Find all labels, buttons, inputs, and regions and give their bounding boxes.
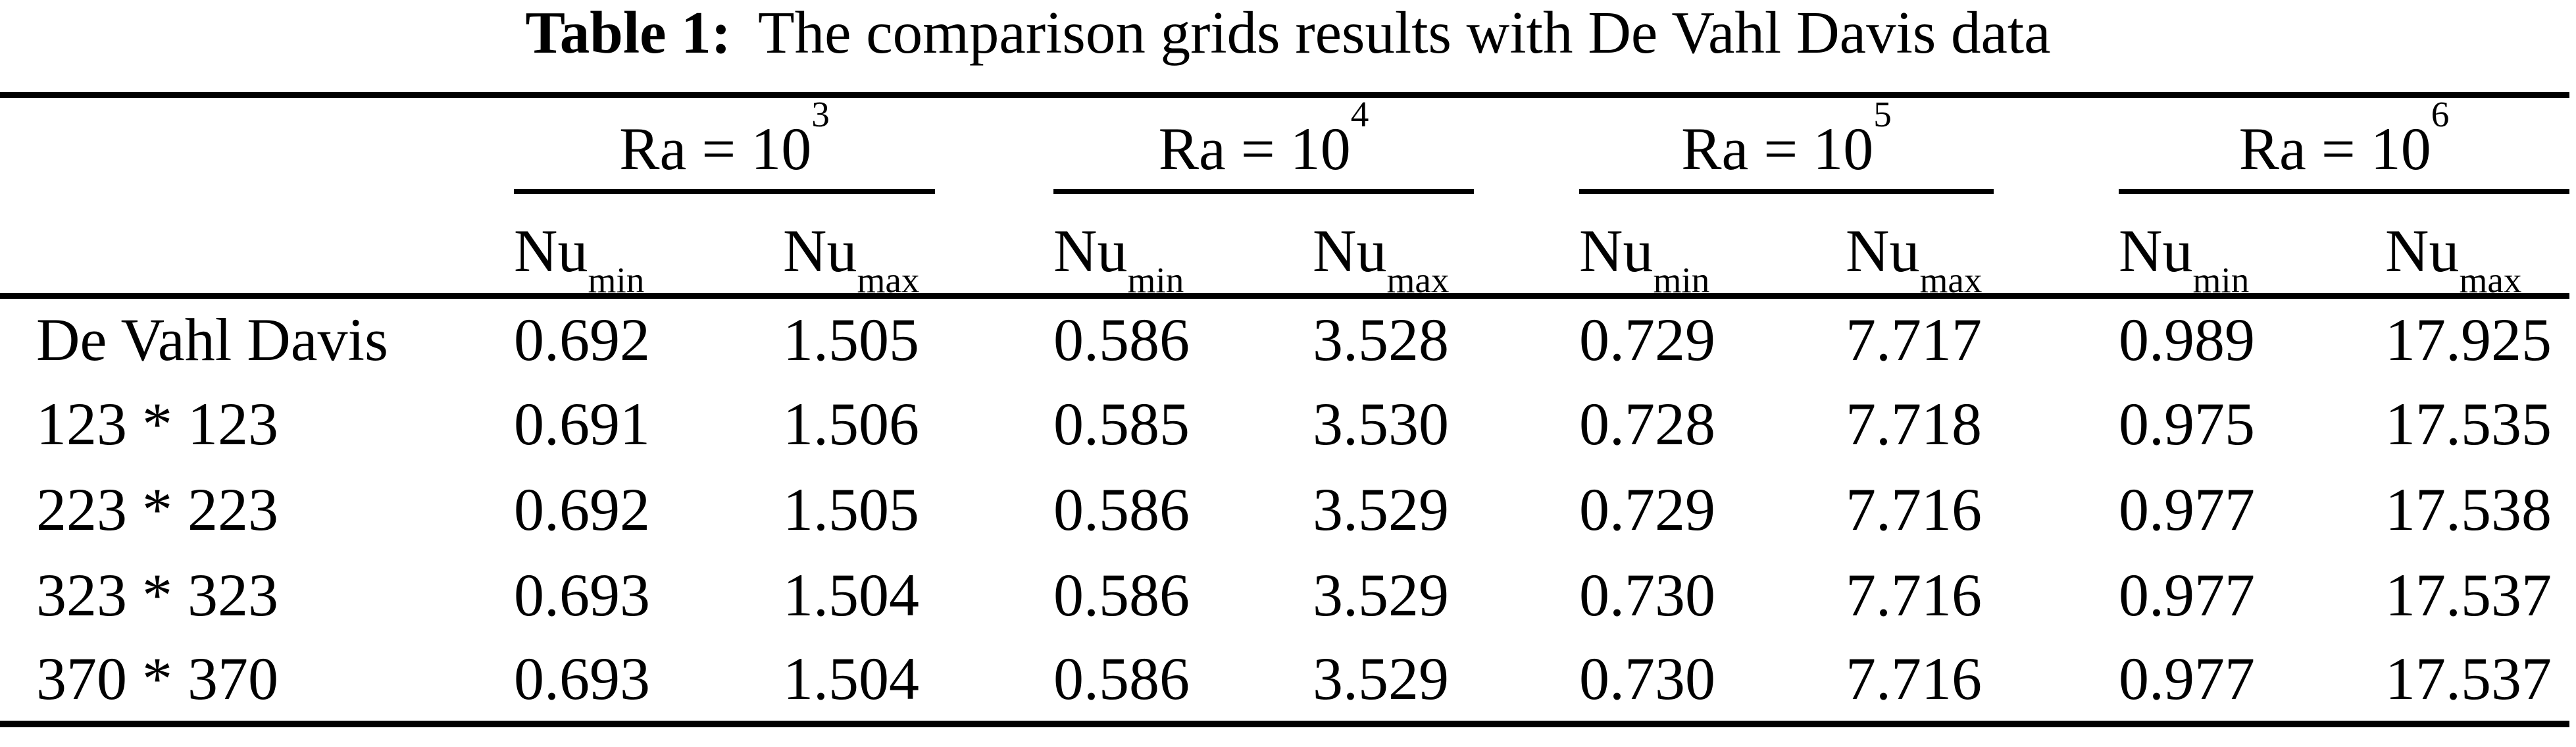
ra-group-header-1: Ra = 103 [514, 95, 935, 194]
value-cell: 1.504 [783, 561, 919, 629]
value-cell: 0.728 [1579, 390, 1715, 457]
nu-subscript: min [1127, 259, 1184, 300]
nu-min-header: Numin [2119, 193, 2385, 299]
value-cell: 0.693 [514, 561, 650, 629]
value-cell: 0.977 [2119, 475, 2255, 543]
value-cell: 3.528 [1313, 306, 1449, 374]
ra-group-exponent: 3 [811, 93, 830, 134]
value-cell: 0.691 [514, 390, 650, 457]
value-cell: 0.977 [2119, 645, 2255, 713]
value-cell: 17.537 [2385, 645, 2552, 713]
value-cell: 7.716 [1846, 475, 1982, 543]
comparison-table: Ra = 103 Ra = 104 Ra = 105 Ra = 106 Numi… [0, 92, 2569, 727]
nu-subscript: min [2192, 259, 2250, 300]
table-caption: Table 1: The comparison grids results wit… [0, 0, 2576, 92]
value-cell: 3.530 [1313, 390, 1449, 457]
value-cell: 1.505 [783, 306, 919, 374]
value-cell: 0.989 [2119, 306, 2255, 374]
nu-label: Nu [1313, 217, 1387, 284]
ra-group-base: Ra = 10 [2238, 115, 2431, 183]
ra-group-exponent: 6 [2431, 93, 2450, 134]
ra-group-base: Ra = 10 [1158, 115, 1351, 183]
nu-label: Nu [1846, 217, 1920, 284]
nu-label: Nu [1053, 217, 1128, 284]
table-caption-text: The comparison grids results with De Vah… [758, 0, 2051, 66]
row-label: 370 * 370 [36, 645, 278, 713]
ra-group-header-row: Ra = 103 Ra = 104 Ra = 105 Ra = 106 [0, 95, 2569, 194]
nu-max-header: Numax [2385, 193, 2569, 299]
nu-label: Nu [1579, 217, 1654, 284]
value-cell: 0.692 [514, 306, 650, 374]
table-caption-label: Table 1: [525, 0, 732, 66]
nu-min-header: Numin [1579, 193, 1846, 299]
table-row: 123 * 123 0.691 1.506 0.585 3.530 0.728 … [0, 382, 2569, 467]
value-cell: 0.586 [1053, 475, 1190, 543]
value-cell: 0.692 [514, 475, 650, 543]
ra-group-header-3: Ra = 105 [1579, 95, 1994, 194]
value-cell: 1.504 [783, 645, 919, 713]
value-cell: 3.529 [1313, 561, 1449, 629]
nu-label: Nu [783, 217, 857, 284]
nu-subscript: max [2459, 259, 2522, 300]
value-cell: 7.718 [1846, 390, 1982, 457]
ra-group-base: Ra = 10 [1681, 115, 1874, 183]
nu-max-header: Numax [1313, 193, 1579, 299]
nu-min-header: Numin [1053, 193, 1313, 299]
value-cell: 17.538 [2385, 475, 2552, 543]
value-cell: 7.716 [1846, 561, 1982, 629]
value-cell: 0.730 [1579, 561, 1715, 629]
row-label: 123 * 123 [36, 390, 278, 457]
nu-label: Nu [514, 217, 588, 284]
value-cell: 7.716 [1846, 645, 1982, 713]
row-label: 223 * 223 [36, 475, 278, 543]
value-cell: 17.535 [2385, 390, 2552, 457]
empty-corner-cell [0, 95, 514, 194]
nu-max-header: Numax [783, 193, 1053, 299]
ra-group-cell-1: Ra = 103 [514, 95, 1053, 194]
value-cell: 1.505 [783, 475, 919, 543]
ra-group-exponent: 5 [1873, 93, 1892, 134]
nu-subheader-row: Numin Numax Numin Numax Numin Numax Numi… [0, 193, 2569, 299]
value-cell: 0.586 [1053, 561, 1190, 629]
value-cell: 0.730 [1579, 645, 1715, 713]
value-cell: 0.693 [514, 645, 650, 713]
value-cell: 0.585 [1053, 390, 1190, 457]
value-cell: 1.506 [783, 390, 919, 457]
value-cell: 7.717 [1846, 306, 1982, 374]
value-cell: 3.529 [1313, 645, 1449, 713]
value-cell: 0.975 [2119, 390, 2255, 457]
value-cell: 0.977 [2119, 561, 2255, 629]
value-cell: 0.586 [1053, 306, 1190, 374]
ra-group-header-4: Ra = 106 [2119, 95, 2569, 194]
nu-subscript: min [1653, 259, 1710, 300]
ra-group-cell-2: Ra = 104 [1053, 95, 1579, 194]
nu-min-header: Numin [514, 193, 783, 299]
row-label: 323 * 323 [36, 561, 278, 629]
ra-group-exponent: 4 [1350, 93, 1369, 134]
row-label: De Vahl Davis [36, 306, 388, 374]
table-row: 323 * 323 0.693 1.504 0.586 3.529 0.730 … [0, 553, 2569, 638]
empty-label-cell [0, 193, 514, 299]
nu-label: Nu [2119, 217, 2193, 284]
table-row: 370 * 370 0.693 1.504 0.586 3.529 0.730 … [0, 638, 2569, 724]
value-cell: 0.729 [1579, 475, 1715, 543]
value-cell: 3.529 [1313, 475, 1449, 543]
ra-group-header-2: Ra = 104 [1053, 95, 1474, 194]
ra-group-cell-3: Ra = 105 [1579, 95, 2119, 194]
nu-subscript: max [857, 259, 920, 300]
table-row: De Vahl Davis 0.692 1.505 0.586 3.528 0.… [0, 296, 2569, 382]
nu-subscript: max [1386, 259, 1450, 300]
value-cell: 17.925 [2385, 306, 2552, 374]
nu-subscript: max [1919, 259, 1983, 300]
nu-max-header: Numax [1846, 193, 2119, 299]
value-cell: 17.537 [2385, 561, 2552, 629]
value-cell: 0.586 [1053, 645, 1190, 713]
ra-group-cell-4: Ra = 106 [2119, 95, 2569, 194]
nu-label: Nu [2385, 217, 2460, 284]
value-cell: 0.729 [1579, 306, 1715, 374]
ra-group-base: Ra = 10 [619, 115, 812, 183]
table-row: 223 * 223 0.692 1.505 0.586 3.529 0.729 … [0, 467, 2569, 553]
nu-subscript: min [588, 259, 645, 300]
